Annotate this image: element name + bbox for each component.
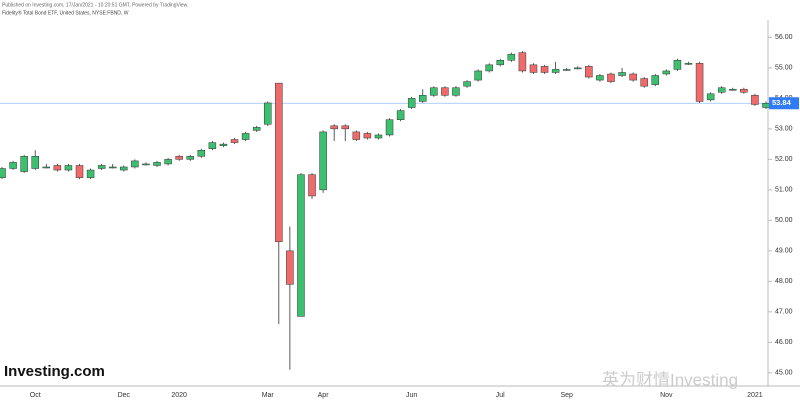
- candle-body: [164, 159, 172, 165]
- candle-body: [286, 250, 294, 285]
- candle-body: [717, 87, 726, 93]
- candle-body: [640, 78, 648, 87]
- candle-body: [385, 119, 394, 136]
- x-tick-label: Mar: [262, 392, 275, 399]
- candle-body: [574, 67, 582, 70]
- candle-body: [463, 81, 471, 87]
- x-tick-label: Jul: [496, 392, 505, 399]
- y-tick-label: 50.00: [775, 217, 793, 224]
- published-note: Published on Investing.com, 17/Jan/2021 …: [2, 2, 188, 8]
- y-tick-label: 56.00: [775, 34, 793, 41]
- candle-body: [42, 166, 51, 169]
- candle-body: [75, 165, 84, 178]
- candle-body: [551, 69, 560, 73]
- candle-body: [9, 162, 17, 169]
- candle-body: [153, 162, 161, 166]
- candle-body: [695, 63, 704, 102]
- y-tick-label: 51.00: [775, 187, 793, 194]
- candle-body: [108, 166, 117, 169]
- candle-body: [407, 98, 416, 108]
- candle-body: [396, 110, 405, 120]
- candle-body: [651, 75, 660, 85]
- x-tick-label: 2020: [171, 392, 187, 399]
- candle-body: [706, 93, 715, 101]
- candle-body: [341, 125, 349, 130]
- candle-body: [496, 60, 505, 66]
- candle-body: [507, 53, 516, 61]
- candle-body: [308, 174, 316, 197]
- candle-body: [374, 134, 383, 139]
- candle-body: [219, 143, 228, 146]
- y-tick-label: 55.00: [775, 65, 793, 72]
- y-tick-label: 47.00: [775, 309, 793, 316]
- candle-body: [142, 163, 150, 166]
- candle-body: [596, 75, 604, 81]
- candle-body: [241, 133, 250, 140]
- x-tick-label: Oct: [30, 392, 41, 399]
- candle-body: [585, 66, 593, 78]
- candle-body: [86, 169, 95, 178]
- last-price-box: [769, 97, 799, 110]
- candle-body: [673, 60, 682, 70]
- candle-body: [197, 149, 206, 157]
- candle-body: [31, 156, 39, 169]
- candle-body: [64, 165, 73, 171]
- candle-body: [430, 87, 438, 96]
- y-tick-label: 53.00: [775, 126, 793, 133]
- logo: Investing.com: [4, 363, 105, 380]
- x-tick-label: Dec: [118, 392, 131, 399]
- candle-body: [319, 131, 327, 191]
- candle-body: [20, 156, 28, 172]
- x-tick-label: Jun: [406, 392, 417, 399]
- candle-body: [131, 160, 139, 168]
- candle-body: [662, 70, 671, 75]
- candle-body: [419, 95, 427, 102]
- candle-body: [53, 165, 62, 171]
- candle-body: [275, 82, 283, 242]
- x-tick-label: Nov: [660, 392, 673, 399]
- candle-body: [474, 70, 482, 81]
- candle-body: [97, 165, 106, 169]
- candle-body: [629, 73, 637, 81]
- candle-body: [263, 102, 272, 125]
- candle-body: [330, 125, 338, 130]
- candle-body: [120, 166, 128, 171]
- candle-body: [297, 174, 305, 317]
- candle-body: [175, 156, 183, 160]
- candle-body: [684, 63, 693, 65]
- candle-body: [729, 88, 737, 91]
- candle-body: [751, 95, 759, 105]
- x-tick-label: Apr: [318, 392, 330, 399]
- candle-body: [740, 88, 748, 93]
- candle-body: [562, 69, 571, 71]
- y-tick-label: 52.00: [775, 156, 793, 163]
- candle-body: [230, 139, 239, 143]
- candle-body: [618, 72, 626, 76]
- candle-body: [540, 66, 549, 73]
- candle-body: [607, 73, 615, 82]
- candle-body: [518, 52, 527, 72]
- y-tick-label: 46.00: [775, 339, 793, 346]
- candle-body: [485, 64, 493, 72]
- candle-body: [208, 142, 217, 149]
- watermark: 英为财情Investing: [602, 370, 738, 389]
- candle-body: [352, 131, 361, 140]
- candle-body: [762, 103, 770, 108]
- candle-body: [529, 64, 538, 73]
- y-tick-label: 49.00: [775, 248, 793, 255]
- y-tick-label: 48.00: [775, 278, 793, 285]
- candle-body: [452, 87, 460, 96]
- x-tick-label: 2021: [747, 392, 763, 399]
- candle-body: [186, 156, 194, 160]
- candle-body: [441, 87, 449, 96]
- last-price-label: 53.84: [772, 98, 792, 107]
- chart-title: Fidelity® Total Bond ETF, United States,…: [2, 9, 129, 16]
- x-tick-label: Sep: [560, 392, 573, 399]
- candle-body: [0, 168, 6, 178]
- candle-body: [363, 133, 372, 139]
- candle-body: [252, 127, 261, 131]
- y-tick-label: 45.00: [775, 370, 793, 377]
